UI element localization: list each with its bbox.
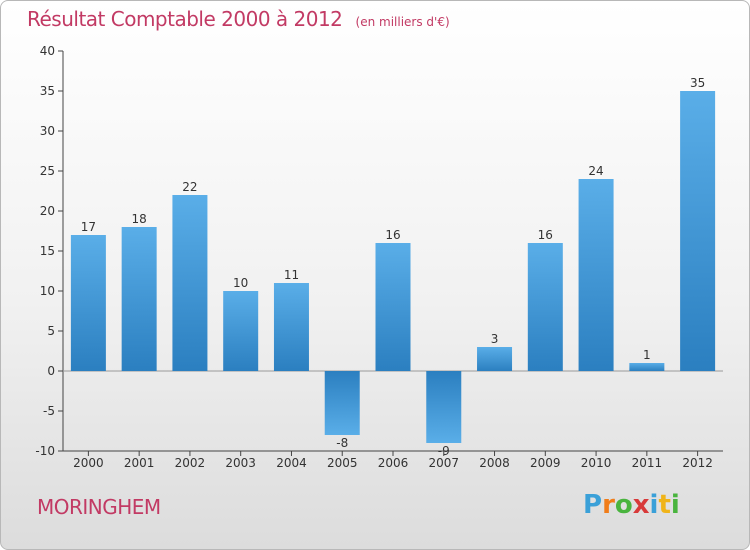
logo-letter: i (670, 490, 680, 520)
y-tick-label: 40 (40, 44, 55, 58)
x-tick-label: 2010 (581, 456, 612, 470)
chart-subtitle: (en milliers d'€) (355, 15, 450, 29)
data-label: 18 (132, 212, 147, 226)
x-tick-label: 2008 (479, 456, 510, 470)
data-label: -8 (336, 436, 348, 450)
x-tick-label: 2003 (225, 456, 256, 470)
logo-letter: i (649, 490, 659, 520)
y-tick-label: 20 (40, 204, 55, 218)
data-labels: 17 18 22 10 11 -8 16 -9 3 16 24 1 35 (81, 76, 706, 458)
data-label: -9 (438, 444, 450, 458)
bar (578, 179, 614, 371)
bar (426, 371, 462, 443)
bar (680, 91, 716, 371)
x-tick-label: 2012 (682, 456, 713, 470)
bar (477, 347, 513, 371)
data-label: 11 (284, 268, 299, 282)
axes: -10 -5 0 5 10 15 20 25 30 35 40 2000 2001 2002 2003 200… (35, 44, 723, 470)
bars (70, 91, 716, 443)
bar (172, 195, 208, 371)
data-label: 16 (385, 228, 400, 242)
data-label: 22 (182, 180, 197, 194)
logo-letter: o (614, 490, 633, 520)
x-tick-label: 2000 (73, 456, 104, 470)
commune-name: MORINGHEM (37, 495, 161, 519)
data-label: 16 (538, 228, 553, 242)
bar (223, 291, 259, 371)
y-tick-label: 5 (47, 324, 55, 338)
x-tick-label: 2006 (378, 456, 409, 470)
logo-letter: r (602, 490, 615, 520)
logo-letter: x (632, 490, 650, 520)
y-tick-label: 15 (40, 244, 55, 258)
title-row: Résultat Comptable 2000 à 2012 (en milli… (27, 7, 450, 31)
y-tick-label: 35 (40, 84, 55, 98)
x-tick-label: 2007 (428, 456, 459, 470)
bar (70, 235, 106, 371)
data-label: 10 (233, 276, 248, 290)
data-label: 3 (491, 332, 499, 346)
y-tick-label: -10 (35, 444, 55, 458)
bar (629, 363, 665, 371)
bar (121, 227, 157, 371)
chart-title: Résultat Comptable 2000 à 2012 (27, 7, 343, 31)
y-tick-label: 0 (47, 364, 55, 378)
y-tick-label: -5 (43, 404, 55, 418)
bar (375, 243, 411, 371)
x-tick-label: 2001 (124, 456, 155, 470)
logo-letter: P (583, 490, 603, 520)
data-label: 17 (81, 220, 96, 234)
y-tick-label: 10 (40, 284, 55, 298)
x-tick-label: 2011 (632, 456, 663, 470)
bar (273, 283, 309, 371)
x-tick-label: 2002 (175, 456, 206, 470)
data-label: 1 (643, 348, 651, 362)
data-label: 35 (690, 76, 705, 90)
x-tick-label: 2004 (276, 456, 307, 470)
y-tick-label: 25 (40, 164, 55, 178)
proxiti-logo: Proxiti (583, 490, 680, 520)
data-label: 24 (588, 164, 603, 178)
logo-letter: t (658, 490, 671, 520)
x-tick-label: 2005 (327, 456, 358, 470)
bar (527, 243, 563, 371)
y-tick-label: 30 (40, 124, 55, 138)
bar (324, 371, 360, 435)
x-tick-label: 2009 (530, 456, 561, 470)
